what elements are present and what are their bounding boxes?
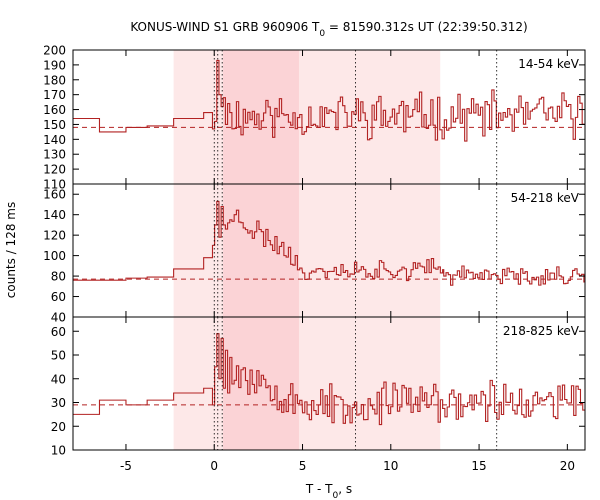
- y-tick-label: 110: [43, 178, 66, 192]
- light-curve-series: [73, 333, 585, 426]
- y-tick-label: 40: [51, 311, 66, 325]
- y-tick-label: 190: [43, 58, 66, 72]
- x-tick-label: -5: [120, 459, 132, 473]
- y-tick-label: 60: [51, 290, 66, 304]
- light-curve-series: [73, 200, 585, 286]
- energy-band-label: 218-825 keV: [503, 324, 580, 338]
- y-tick-label: 170: [43, 88, 66, 102]
- x-tick-label: 0: [210, 459, 218, 473]
- y-tick-label: 200: [43, 44, 66, 58]
- panel-3: 10 20 30 40 50 60 218-825 keV: [51, 316, 586, 458]
- y-axis-label: counts / 128 ms: [4, 202, 18, 298]
- y-tick-label: 60: [51, 325, 66, 339]
- shaded-region-0: [173, 50, 441, 450]
- y-tick-label: 100: [43, 249, 66, 263]
- y-tick-label: 150: [43, 118, 66, 132]
- panel-2: 40 60 80 100 120 140 160 54-218 keV: [43, 183, 586, 325]
- x-tick-label: 5: [299, 459, 307, 473]
- y-tick-label: 160: [43, 103, 66, 117]
- y-tick-label: 160: [43, 188, 66, 202]
- energy-band-label: 54-218 keV: [511, 191, 580, 205]
- x-tick-label: 10: [383, 459, 398, 473]
- y-tick-label: 20: [51, 420, 66, 434]
- chart-title: KONUS-WIND S1 GRB 960906 T0 = 81590.312s…: [130, 20, 527, 39]
- y-tick-label: 130: [43, 148, 66, 162]
- y-tick-label: 120: [43, 163, 66, 177]
- x-tick-label: 15: [471, 459, 486, 473]
- x-tick-label: 20: [560, 459, 575, 473]
- y-tick-label: 180: [43, 73, 66, 87]
- light-curve-series: [73, 59, 585, 142]
- y-tick-label: 140: [43, 133, 66, 147]
- energy-band-label: 14-54 keV: [518, 57, 580, 71]
- y-tick-label: 120: [43, 229, 66, 243]
- panel-frame: [72, 316, 586, 451]
- y-tick-label: 10: [51, 444, 66, 458]
- y-tick-label: 50: [51, 349, 66, 363]
- x-axis-label: T - T0, s: [305, 482, 352, 500]
- y-tick-label: 140: [43, 208, 66, 222]
- y-tick-label: 40: [51, 372, 66, 386]
- y-tick-label: 30: [51, 396, 66, 410]
- y-tick-label: 80: [51, 270, 66, 284]
- shaded-region-1: [223, 50, 299, 450]
